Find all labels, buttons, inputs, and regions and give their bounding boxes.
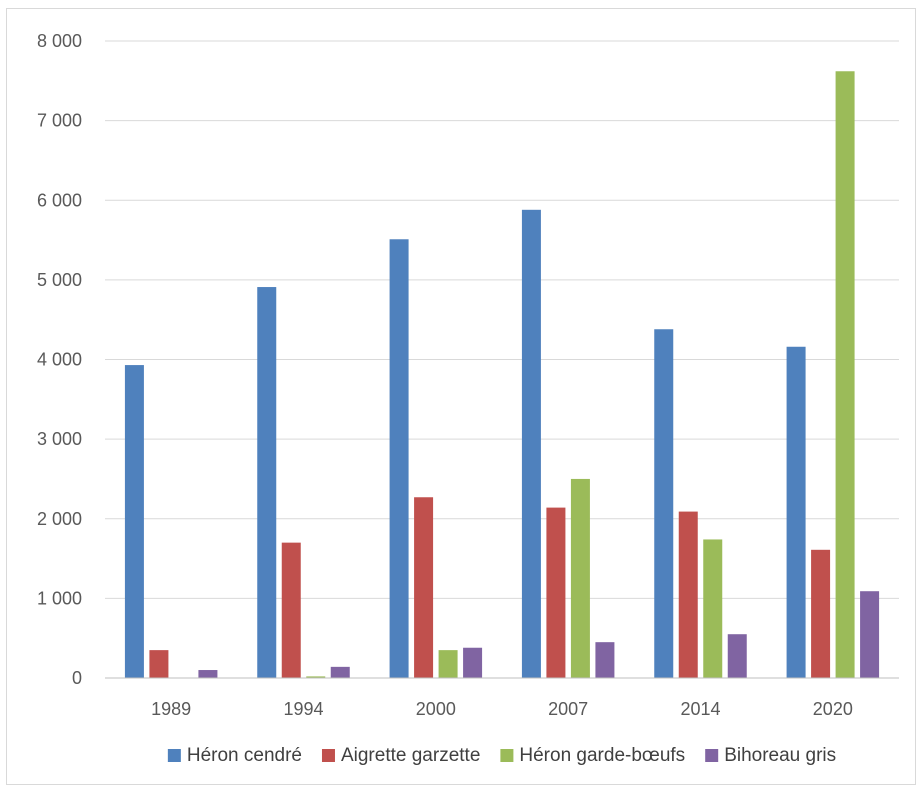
y-tick-label: 3 000 [37,429,82,449]
bar-2014-series-3 [727,634,747,678]
bar-2007-series-2 [570,478,590,678]
legend-swatch [321,749,335,762]
bar-2020-series-3 [860,591,880,678]
bar-1994-series-2 [306,676,326,678]
x-tick-label: 1994 [283,699,323,719]
legend-label: Héron cendré [187,745,302,766]
legend-swatch [705,749,719,762]
bars [124,71,880,679]
bar-2000-series-2 [438,650,458,678]
bar-2020-series-0 [786,346,806,678]
legend-swatch [500,749,514,762]
bar-2020-series-1 [811,549,831,678]
x-tick-label: 2007 [548,699,588,719]
legend-label: Aigrette garzette [341,745,480,766]
bar-1989-series-1 [149,650,169,678]
bar-2014-series-0 [654,329,674,678]
bar-2020-series-2 [835,71,855,678]
x-tick-label: 1989 [151,699,191,719]
bar-2007-series-3 [595,642,615,678]
bar-2014-series-1 [678,511,698,678]
bar-2007-series-0 [521,209,541,678]
bar-2000-series-3 [463,647,483,678]
legend-label: Héron garde-bœufs [519,745,685,766]
x-tick-label: 2000 [416,699,456,719]
y-tick-label: 1 000 [37,588,82,608]
y-tick-label: 7 000 [37,111,82,131]
bar-1994-series-3 [330,666,350,678]
y-tick-label: 8 000 [37,31,82,51]
legend-label: Bihoreau gris [724,745,836,766]
x-tick-label: 2014 [680,699,720,719]
y-tick-label: 0 [72,668,82,688]
gridlines [105,40,899,599]
bar-1994-series-0 [257,287,277,678]
x-tick-label: 2020 [813,699,853,719]
y-axis: 0 1 000 2 000 3 000 4 000 5 000 6 000 7 000 8 00… [37,31,82,688]
bar-2000-series-1 [414,497,434,678]
y-tick-label: 6 000 [37,190,82,210]
chart-frame: 0 1 000 2 000 3 000 4 000 5 000 6 000 7 000 8 00… [6,8,916,785]
bar-1989-series-0 [124,365,144,678]
legend: Héron cendré Aigrette garzette Héron garde… [167,745,836,766]
x-axis: 1989 1994 2000 2007 2014 2020 [105,677,899,719]
bar-2000-series-0 [389,239,409,679]
bar-chart: 0 1 000 2 000 3 000 4 000 5 000 6 000 7 000 8 00… [37,31,899,766]
y-tick-label: 5 000 [37,270,82,290]
bar-1989-series-3 [198,670,218,678]
y-tick-label: 2 000 [37,509,82,529]
bar-2014-series-2 [703,539,723,678]
bar-2007-series-1 [546,507,566,678]
legend-swatch [167,749,181,762]
y-tick-label: 4 000 [37,350,82,370]
bar-1994-series-1 [281,542,301,678]
